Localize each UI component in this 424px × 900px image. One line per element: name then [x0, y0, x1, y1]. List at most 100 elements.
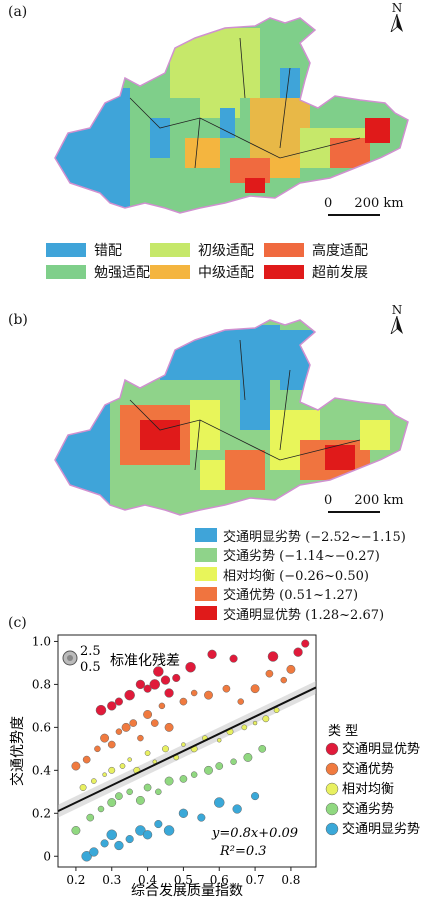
scatter-point: [89, 847, 99, 857]
legend-marker: [325, 822, 339, 836]
y-tick-label: 0.2: [32, 806, 51, 820]
legend-swatch: [46, 243, 86, 257]
legend-c-title: 类 型: [328, 724, 358, 739]
legend-label: 交通劣势: [342, 801, 394, 817]
regression-equation: y=0.8x+0.09: [211, 826, 298, 841]
scale-zero: 0: [324, 493, 333, 508]
scatter-point: [190, 771, 198, 778]
scatter-point: [108, 766, 116, 774]
legend-label: 交通明显劣势: [342, 821, 420, 837]
scatter-point: [163, 825, 175, 836]
scatter-point: [237, 698, 244, 705]
scatter-point: [158, 702, 166, 710]
scatter-point: [135, 679, 146, 690]
scatter-point: [107, 798, 117, 808]
scatter-point: [179, 775, 188, 783]
legend-label: 交通优势 (0.51~1.27): [223, 588, 359, 603]
scatter-point: [115, 728, 123, 735]
scatter-point: [124, 689, 135, 701]
size-legend-small-marker: [67, 655, 73, 661]
legend-swatch: [195, 567, 217, 581]
plot-frame: [57, 634, 317, 868]
scatter-point: [164, 688, 174, 698]
scatter-point: [137, 734, 144, 742]
scatter-chart: 0.2 0.3 0.4 0.5 0.6 0.7 0.8 0 0.2 0.4 0.6 0.8 1.0 2.…: [9, 634, 420, 899]
legend-marker: [325, 782, 339, 796]
scatter-point: [114, 840, 124, 851]
regression-line: [57, 686, 317, 813]
scatter-point: [286, 664, 296, 674]
scatter-point: [100, 733, 110, 743]
scatter-point: [81, 851, 92, 862]
scatter-point: [95, 704, 107, 716]
scatter-point: [114, 697, 123, 706]
legend-swatch: [150, 265, 190, 279]
scatter-point: [214, 797, 225, 808]
legend-label: 交通明显优势 (1.28~2.67): [223, 607, 385, 623]
legend-swatch: [264, 265, 304, 279]
y-axis-label: 交通优势度: [9, 716, 26, 786]
panel-b-label: (b): [8, 312, 28, 328]
scatter-point: [144, 750, 151, 756]
scatter-point: [204, 765, 213, 775]
scatter-point: [273, 707, 280, 714]
legend-label: 超前发展: [312, 265, 368, 281]
scatter-point: [230, 758, 237, 765]
north-arrow-icon: [390, 315, 403, 336]
x-tick-label: 0.7: [246, 873, 265, 887]
scatter-point: [125, 835, 134, 844]
legend-label: 错配: [94, 243, 122, 259]
legend-b-item: 交通优势 (0.51~1.27): [195, 585, 406, 603]
x-tick-label: 0.4: [138, 873, 157, 887]
scatter-point: [250, 684, 260, 694]
scatter-point: [280, 676, 287, 684]
scatter-point: [217, 738, 222, 743]
legend-swatch: [195, 586, 217, 601]
scatter-point: [262, 715, 270, 723]
scatter-point: [127, 757, 132, 762]
x-tick-label: 0.6: [210, 873, 229, 887]
legend-marker: [325, 802, 339, 816]
legend-b-item: 交通劣势 (−1.14~−0.27): [195, 546, 406, 564]
x-tick-label: 0.2: [66, 873, 85, 887]
scatter-point: [126, 788, 133, 796]
legend-b: 交通明显劣势 (−2.52~−1.15) 交通劣势 (−1.14~−0.27) …: [195, 526, 406, 624]
legend-label: 相对均衡 (−0.26~0.50): [223, 568, 369, 584]
legend-swatch: [46, 265, 86, 279]
scatter-point: [82, 755, 91, 764]
panel-c-label: (c): [8, 615, 27, 631]
scatter-point: [185, 661, 196, 673]
scatter-point: [178, 808, 189, 818]
scatter-point: [243, 752, 253, 762]
scatter-point: [267, 651, 279, 662]
x-tick-label: 0.5: [174, 873, 193, 887]
scatter-point: [164, 722, 174, 732]
y-tick-label: 0.6: [32, 720, 51, 734]
scatter-point: [119, 763, 126, 769]
legend-a-item: 中级适配: [150, 262, 254, 282]
legend-label: 交通明显劣势 (−2.52~−1.15): [223, 529, 406, 545]
scatter-point: [90, 778, 97, 784]
legend-swatch: [264, 243, 304, 257]
north-arrow-icon: [390, 13, 403, 34]
scatter-point: [241, 724, 248, 731]
scatter-point: [215, 762, 224, 770]
scatter-point: [107, 701, 117, 711]
scatter-point: [251, 792, 260, 801]
legend-a-item: 错配: [46, 240, 122, 260]
scatter-point: [160, 675, 171, 685]
scale-text: 200 km: [354, 493, 404, 508]
scale-bar-b: 0 200 km: [324, 493, 404, 513]
y-tick-label: 0.4: [32, 763, 51, 777]
legend-label: 高度适配: [312, 243, 368, 259]
scatter-point: [222, 684, 231, 693]
scale-text: 200 km: [354, 196, 404, 211]
scatter-point: [106, 829, 117, 841]
size-legend-title: 标准化残差: [110, 653, 180, 669]
scatter-point: [154, 819, 163, 829]
scatter-point: [204, 690, 213, 700]
legend-a-item: 高度适配: [264, 240, 368, 260]
scatter-point: [94, 745, 101, 753]
panel-a-label: (a): [8, 4, 28, 20]
scatter-point: [164, 776, 174, 786]
